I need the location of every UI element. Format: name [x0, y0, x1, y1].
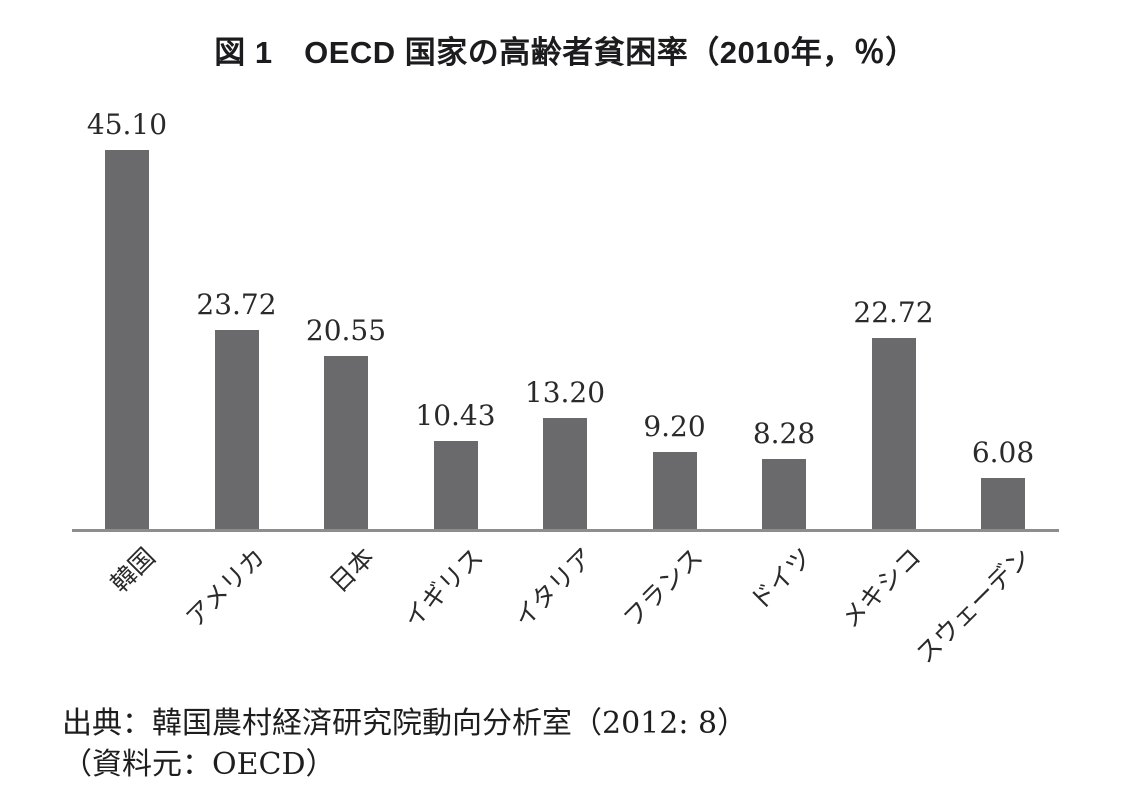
bar-value-label: 8.28	[752, 417, 816, 450]
x-axis-label: メキシコ	[836, 542, 928, 634]
x-axis-label: 韓国	[104, 542, 161, 599]
bar	[324, 356, 368, 529]
bar-value-label: 13.20	[524, 376, 606, 409]
x-axis-label: イタリア	[508, 542, 599, 633]
bar	[105, 150, 149, 529]
x-axis-label: イギリス	[398, 542, 490, 634]
bar-value-label: 9.20	[643, 410, 706, 443]
bar	[433, 441, 478, 529]
bar	[762, 459, 806, 529]
bar-value-label: 23.72	[196, 288, 277, 321]
bar	[871, 338, 916, 529]
bar-value-label: 20.55	[305, 314, 387, 347]
bar-value-label: 10.43	[415, 399, 496, 432]
chart-title: 図 1 OECD 国家の高齢者貧困率（2010年，％）	[214, 35, 917, 70]
x-axis-label: アメリカ	[179, 542, 271, 633]
bar	[981, 478, 1025, 529]
x-axis-label: ドイツ	[744, 542, 818, 616]
x-axis-label: フランス	[617, 542, 709, 634]
bar-value-label: 6.08	[971, 436, 1035, 469]
x-axis-label: スウェーデン	[910, 542, 1037, 669]
bar	[652, 452, 697, 529]
source-line-1: 出典：韓国農村経済研究院動向分析室（2012: 8）	[62, 706, 748, 741]
x-axis-label: 日本	[323, 542, 380, 599]
bar-value-label: 45.10	[86, 108, 168, 141]
source-line-2: （資料元：OECD）	[62, 747, 336, 782]
bar-value-label: 22.72	[853, 296, 934, 329]
bar	[214, 330, 259, 529]
source-note: 出典：韓国農村経済研究院動向分析室（2012: 8） （資料元：OECD）	[62, 703, 747, 785]
bar	[543, 418, 587, 529]
x-axis-line	[72, 529, 1059, 532]
